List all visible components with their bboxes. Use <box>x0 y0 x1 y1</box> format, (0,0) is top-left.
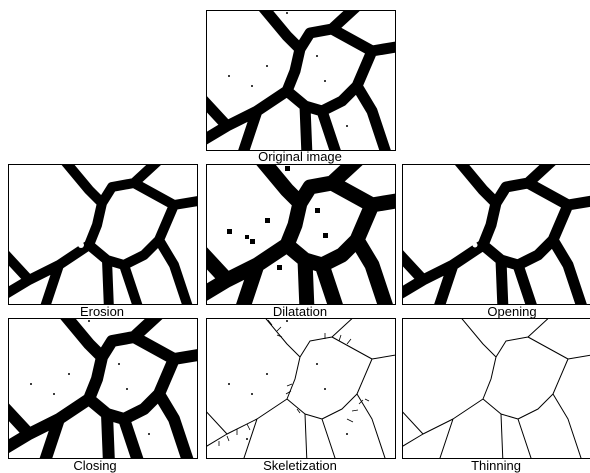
dilatation-panel <box>206 164 396 305</box>
erosion-panel <box>8 164 198 305</box>
dilatation-image <box>207 165 395 304</box>
opening-panel <box>402 164 590 305</box>
closing-image <box>9 319 197 458</box>
caption-dilatation: Dilatation <box>272 304 328 319</box>
thinning-panel <box>402 318 590 459</box>
skeletization-panel <box>206 318 396 459</box>
caption-opening: Opening <box>487 304 537 319</box>
erosion-image <box>9 165 197 304</box>
closing-panel <box>8 318 198 459</box>
caption-skeletization: Skeletization <box>263 458 337 473</box>
opening-image <box>403 165 590 304</box>
caption-closing: Closing <box>73 458 117 473</box>
skeletization-image <box>207 319 395 458</box>
original-image <box>207 11 395 150</box>
caption-erosion: Erosion <box>79 304 125 319</box>
thinning-image <box>403 319 590 458</box>
caption-original-image: Original image <box>258 149 342 164</box>
original-image-panel <box>206 10 396 151</box>
caption-thinning: Thinning <box>471 458 521 473</box>
